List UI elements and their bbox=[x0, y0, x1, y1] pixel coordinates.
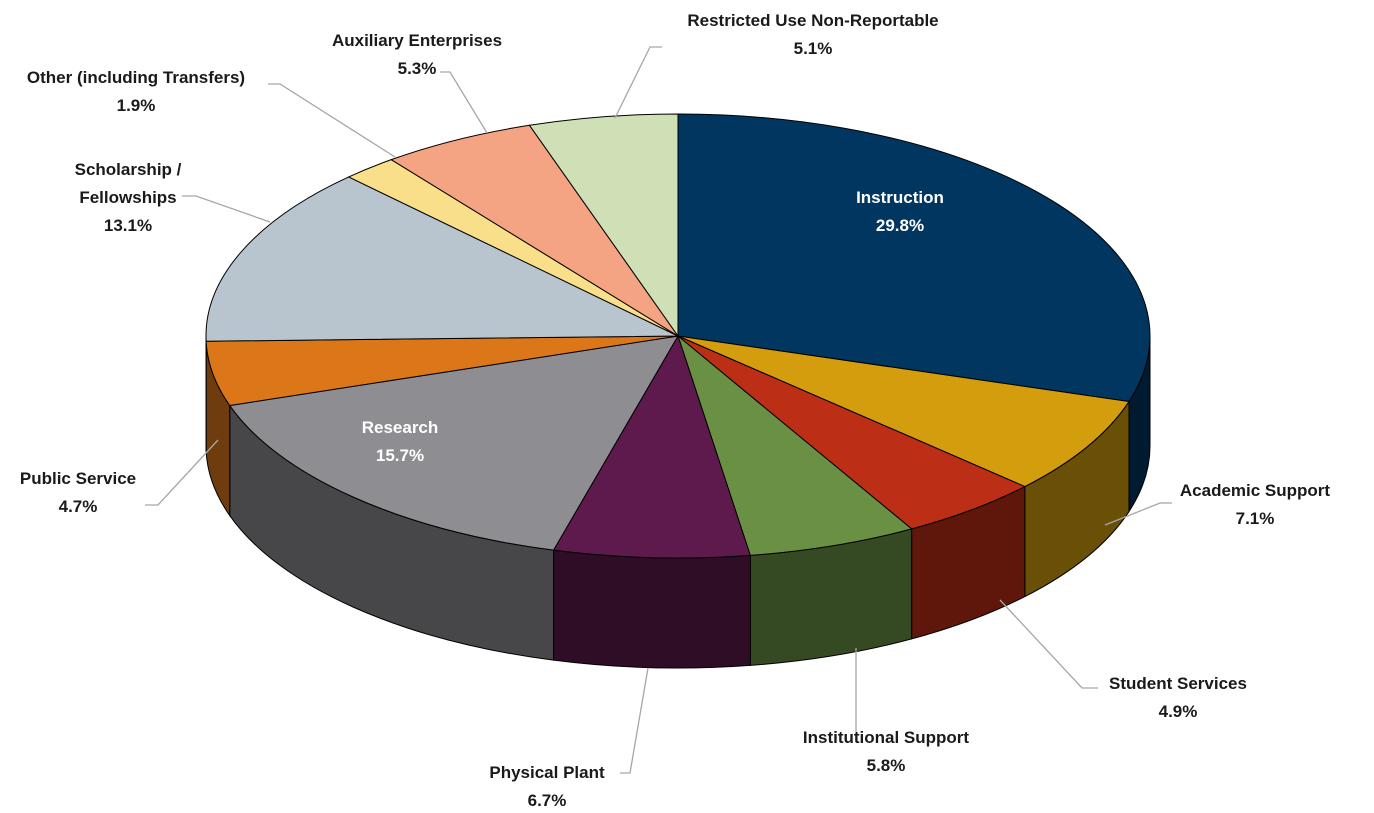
value-label: 1.9% bbox=[116, 96, 156, 115]
slice-label: Other (including Transfers) 1.9% bbox=[0, 64, 276, 120]
slice-label: Restricted Use Non-Reportable 5.1% bbox=[653, 7, 973, 63]
category-label: Student Services bbox=[1109, 674, 1247, 693]
value-label: 5.1% bbox=[793, 39, 833, 58]
leader-line bbox=[145, 439, 219, 506]
leader-line bbox=[268, 83, 396, 158]
slice-label: Public Service 4.7% bbox=[0, 465, 158, 521]
slice-label: Scholarship / Fellowships 13.1% bbox=[58, 156, 198, 240]
leader-line bbox=[440, 71, 488, 134]
leader-line bbox=[182, 195, 271, 223]
slice bbox=[228, 335, 679, 551]
slice bbox=[677, 113, 1151, 403]
slice-label: Student Services 4.9% bbox=[1078, 670, 1278, 726]
slice bbox=[205, 176, 679, 342]
category-label: Public Service bbox=[19, 469, 137, 488]
value-label: 6.7% bbox=[527, 791, 567, 810]
leader-line bbox=[620, 667, 649, 774]
slice-label: Instruction 29.8% bbox=[800, 184, 1000, 240]
slice-label: Research 15.7% bbox=[300, 414, 500, 470]
value-label: 5.3% bbox=[397, 59, 437, 78]
category-label: Scholarship / Fellowships bbox=[74, 160, 182, 207]
slice bbox=[390, 124, 679, 337]
slice-label: Academic Support 7.1% bbox=[1155, 477, 1355, 533]
value-label: 15.7% bbox=[375, 446, 425, 465]
value-label: 13.1% bbox=[103, 216, 153, 235]
slice bbox=[528, 113, 679, 338]
category-label: Instruction bbox=[856, 188, 944, 207]
slice-label: Physical Plant 6.7% bbox=[467, 759, 627, 813]
value-label: 29.8% bbox=[875, 216, 925, 235]
category-label: Institutional Support bbox=[802, 728, 970, 747]
category-label: Research bbox=[361, 418, 439, 437]
value-label: 4.7% bbox=[58, 497, 98, 516]
value-label: 4.9% bbox=[1158, 702, 1198, 721]
slice-side bbox=[553, 549, 751, 669]
slice bbox=[677, 335, 1027, 530]
slice-label: Auxiliary Enterprises 5.3% bbox=[307, 27, 527, 83]
slice-label: Institutional Support 5.8% bbox=[776, 724, 996, 780]
category-label: Auxiliary Enterprises bbox=[331, 31, 503, 50]
leader-line bbox=[999, 599, 1098, 689]
slice bbox=[552, 334, 751, 559]
category-label: Restricted Use Non-Reportable bbox=[687, 11, 939, 30]
slice bbox=[677, 335, 1130, 488]
value-label: 7.1% bbox=[1235, 509, 1275, 528]
value-label: 5.8% bbox=[866, 756, 906, 775]
leader-line bbox=[1104, 502, 1172, 526]
category-label: Other (including Transfers) bbox=[26, 68, 246, 87]
category-label: Academic Support bbox=[1179, 481, 1331, 500]
leader-line bbox=[614, 46, 662, 119]
slice bbox=[676, 334, 913, 556]
category-label: Physical Plant bbox=[489, 763, 605, 782]
